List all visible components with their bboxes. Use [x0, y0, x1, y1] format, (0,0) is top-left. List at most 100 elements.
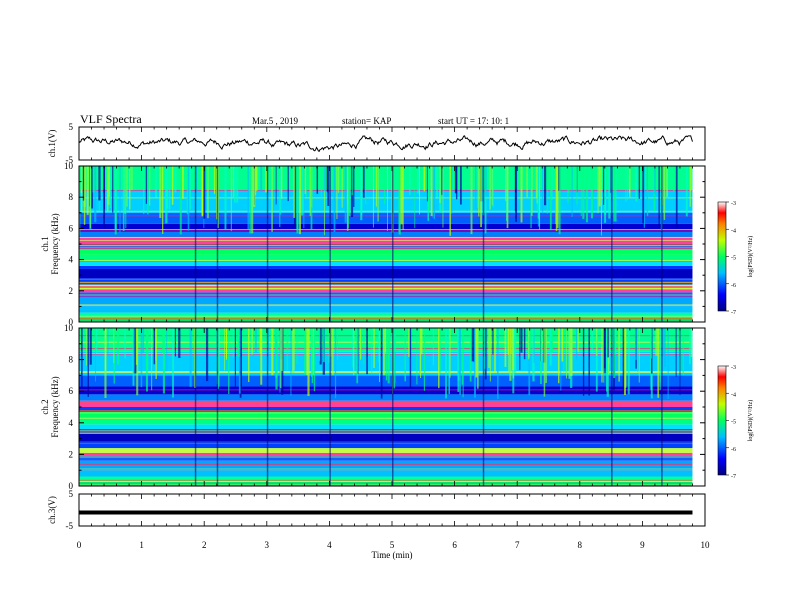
noise-streak: [238, 328, 241, 394]
time-tick-label: 0: [77, 540, 82, 550]
ytick-label: -5: [66, 155, 74, 165]
noise-streak: [353, 166, 355, 207]
noise-streak: [603, 328, 606, 369]
noise-streak: [382, 328, 386, 376]
noise-streak: [280, 328, 283, 372]
noise-streak: [489, 328, 491, 382]
noise-streak: [319, 328, 322, 365]
noise-streak: [310, 166, 313, 230]
noise-streak: [477, 328, 479, 389]
noise-streak: [488, 328, 491, 368]
noise-streak: [373, 328, 375, 368]
noise-streak: [576, 166, 578, 205]
noise-streak: [122, 166, 125, 231]
noise-streak: [557, 328, 560, 384]
freq-band: [79, 394, 693, 401]
noise-streak: [512, 328, 515, 379]
freq-band: [79, 476, 693, 482]
frequency-axis-label: Frequency (kHz): [50, 213, 60, 274]
noise-streak: [526, 166, 528, 198]
noise-streak: [253, 166, 256, 207]
noise-streak: [224, 328, 226, 371]
noise-streak: [341, 166, 343, 208]
channel-label: ch.1: [40, 236, 50, 251]
noise-streak: [380, 328, 383, 399]
noise-streak: [667, 328, 669, 400]
freq-line: [79, 282, 693, 284]
noise-streak: [201, 166, 204, 216]
noise-streak: [385, 328, 388, 381]
freq-line: [79, 287, 693, 288]
noise-streak: [280, 166, 282, 215]
noise-streak: [492, 166, 494, 208]
noise-streak: [166, 328, 168, 372]
noise-streak: [251, 166, 254, 234]
noise-streak: [323, 166, 326, 192]
noise-streak: [112, 166, 114, 213]
freq-line: [79, 246, 693, 248]
noise-streak: [533, 328, 535, 363]
noise-streak: [601, 328, 603, 383]
frequency-axis-label: Frequency (kHz): [50, 376, 60, 437]
noise-streak: [556, 166, 559, 229]
noise-streak: [203, 166, 206, 219]
freq-tick-label: 2: [69, 449, 74, 459]
time-tick-label: 8: [578, 540, 583, 550]
noise-streak: [537, 166, 540, 219]
noise-streak: [563, 328, 565, 373]
noise-streak: [224, 166, 227, 230]
noise-streak: [332, 328, 334, 376]
noise-streak: [489, 166, 491, 210]
noise-streak: [475, 166, 477, 209]
noise-streak: [541, 328, 543, 362]
noise-streak: [604, 166, 607, 223]
noise-streak: [205, 328, 209, 382]
noise-streak: [352, 328, 354, 368]
noise-streak: [351, 166, 353, 196]
noise-streak: [585, 166, 588, 223]
noise-streak: [307, 328, 310, 396]
noise-streak: [426, 166, 428, 202]
noise-streak: [348, 166, 351, 216]
freq-line: [79, 430, 693, 432]
noise-streak: [623, 328, 627, 396]
noise-streak: [387, 328, 390, 370]
noise-streak: [174, 166, 177, 193]
noise-streak: [505, 166, 507, 201]
freq-band: [79, 448, 693, 453]
noise-streak: [363, 328, 365, 364]
noise-streak: [394, 328, 396, 352]
noise-streak: [290, 328, 292, 396]
ch1-waveform-line: [78, 134, 693, 153]
noise-streak: [568, 328, 571, 379]
noise-streak: [582, 166, 585, 219]
noise-streak: [433, 166, 436, 219]
noise-streak: [260, 166, 263, 192]
noise-streak: [600, 166, 602, 236]
noise-streak: [544, 166, 547, 206]
date-label: Mar.5 , 2019: [252, 116, 298, 126]
ytick-label: -5: [66, 521, 74, 531]
colorbar-tick-label: -5: [731, 256, 736, 262]
freq-band: [79, 470, 693, 477]
colorbar-tick-label: -5: [731, 420, 736, 426]
noise-streak: [531, 166, 533, 216]
freq-tick-label: 0: [69, 317, 74, 327]
freq-band: [79, 231, 693, 238]
noise-streak: [313, 328, 316, 392]
noise-streak: [98, 166, 101, 201]
dark-streak: [392, 166, 394, 322]
freq-line: [79, 442, 693, 444]
dark-streak: [194, 166, 197, 322]
noise-streak: [454, 166, 457, 194]
noise-streak: [419, 166, 421, 215]
noise-streak: [356, 328, 359, 384]
time-tick-label: 4: [327, 540, 332, 550]
noise-streak: [506, 166, 509, 229]
noise-streak: [506, 166, 508, 221]
noise-streak: [189, 166, 191, 210]
noise-streak: [131, 166, 133, 191]
noise-streak: [449, 166, 452, 236]
noise-streak: [320, 166, 322, 200]
noise-streak: [571, 166, 573, 217]
